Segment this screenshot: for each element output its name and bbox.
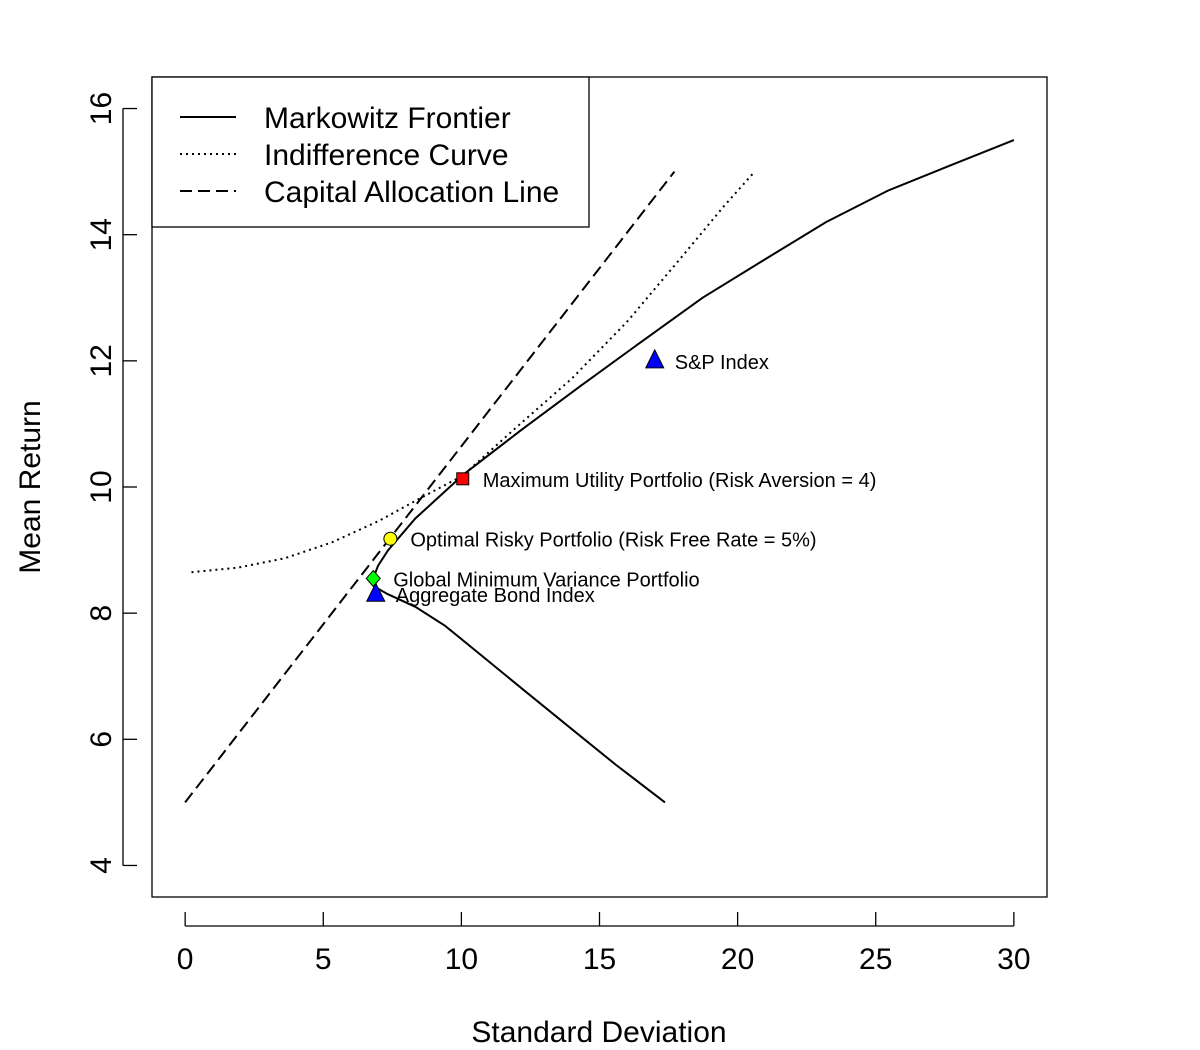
point-marker-aggregate-bond-index [365, 582, 386, 602]
plot-layer: S&P Index Maximum Utility Portfolio (Risk… [184, 139, 1015, 804]
y-tick-label: 14 [85, 218, 118, 251]
point-marker-s-p-index [644, 348, 665, 369]
point-marker-optimal-risky-portfolio-risk-free-rate-5 [383, 531, 398, 546]
legend-label-capital-allocation-line: Capital Allocation Line [264, 176, 559, 209]
point-marker-maximum-utility-portfolio-risk-aversion-4 [456, 472, 470, 486]
x-tick-label: 25 [859, 943, 892, 976]
y-tick-label: 6 [85, 731, 118, 748]
legend: Markowitz Frontier Indifference Curve Capi… [151, 76, 590, 228]
series-line-markowitz-frontier [372, 139, 1015, 804]
point-label-global-minimum-variance-portfolio: Global Minimum Variance Portfolio [393, 569, 699, 591]
y-tick-label: 12 [85, 344, 118, 377]
y-tick-label: 4 [85, 857, 118, 874]
y-tick-label: 10 [85, 470, 118, 503]
x-axis-title: Standard Deviation [471, 1016, 726, 1049]
axes-layer: 0 5 10 15 20 25 30 4 6 8 10 12 14 16 [85, 76, 1048, 976]
point-label-maximum-utility-portfolio-risk-aversion-4: Maximum Utility Portfolio (Risk Aversion… [483, 470, 877, 492]
x-tick-label: 5 [315, 943, 332, 976]
plot-frame [151, 76, 1048, 898]
point-marker-global-minimum-variance-portfolio [365, 569, 381, 588]
x-tick-label: 30 [997, 943, 1030, 976]
y-axis-title: Mean Return [14, 400, 47, 573]
y-tick-label: 8 [85, 605, 118, 622]
y-tick-label: 16 [85, 92, 118, 125]
x-tick-label: 20 [721, 943, 754, 976]
x-tick-label: 0 [177, 943, 194, 976]
point-label-optimal-risky-portfolio-risk-free-rate-5: Optimal Risky Portfolio (Risk Free Rate … [410, 530, 816, 552]
legend-label-markowitz-frontier: Markowitz Frontier [264, 102, 511, 135]
x-tick-label: 15 [583, 943, 616, 976]
point-label-s-p-index: S&P Index [675, 352, 769, 374]
legend-box [151, 76, 590, 228]
series-line-capital-allocation-line [184, 170, 676, 804]
x-tick-label: 10 [445, 943, 478, 976]
legend-label-indifference-curve: Indifference Curve [264, 139, 509, 172]
point-label-aggregate-bond-index: Aggregate Bond Index [396, 585, 595, 607]
